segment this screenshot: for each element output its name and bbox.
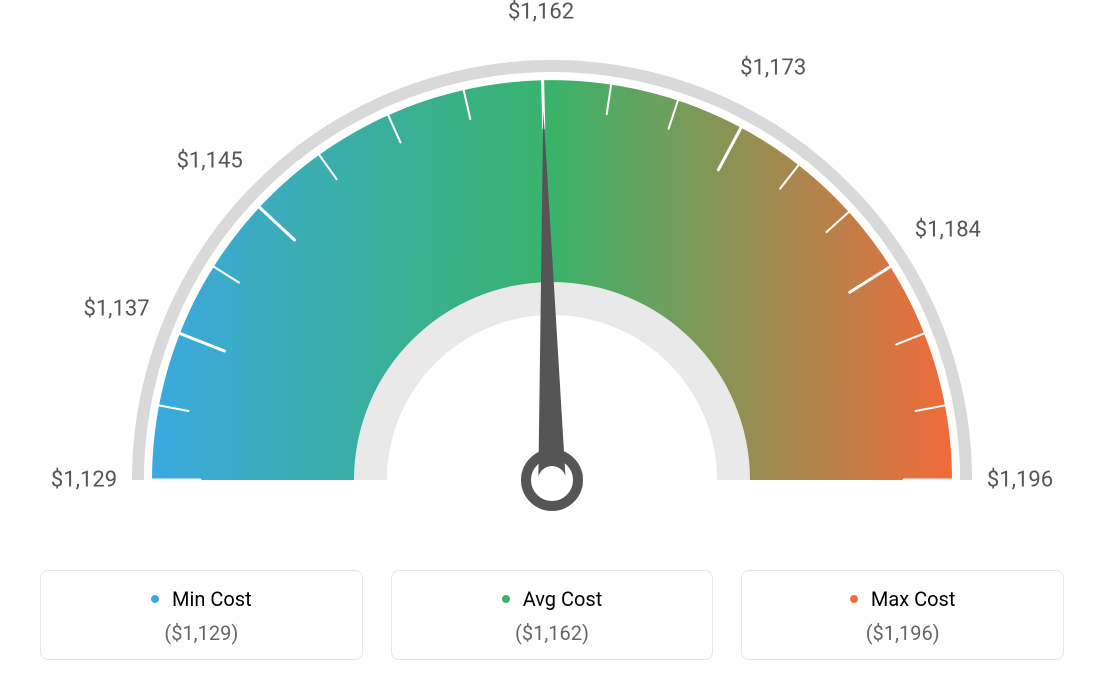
gauge-tick-label: $1,129: [51, 468, 117, 493]
legend-avg-title: Avg Cost: [402, 587, 703, 611]
gauge-tick-label: $1,162: [508, 0, 574, 25]
gauge-tick-label: $1,196: [987, 468, 1053, 493]
legend-row: Min Cost ($1,129) Avg Cost ($1,162) Max …: [40, 570, 1064, 660]
legend-min-card: Min Cost ($1,129): [40, 570, 363, 660]
gauge-tick-label: $1,173: [740, 55, 806, 80]
legend-max-label: Max Cost: [871, 587, 956, 611]
gauge-tick-label: $1,145: [177, 148, 243, 173]
legend-max-card: Max Cost ($1,196): [741, 570, 1064, 660]
gauge-tick-label: $1,184: [915, 218, 981, 243]
legend-min-title: Min Cost: [51, 587, 352, 611]
gauge-svg: [0, 0, 1104, 540]
legend-min-value: ($1,129): [51, 621, 352, 645]
dot-icon: [502, 595, 510, 603]
cost-gauge: $1,129 $1,137 $1,145 $1,162 $1,173 $1,184 $1,1…: [0, 0, 1104, 540]
legend-min-label: Min Cost: [172, 587, 252, 611]
dot-icon: [151, 595, 159, 603]
legend-avg-card: Avg Cost ($1,162): [391, 570, 714, 660]
gauge-tick-label: $1,137: [83, 296, 149, 321]
legend-max-title: Max Cost: [752, 587, 1053, 611]
legend-avg-value: ($1,162): [402, 621, 703, 645]
legend-max-value: ($1,196): [752, 621, 1053, 645]
dot-icon: [850, 595, 858, 603]
legend-avg-label: Avg Cost: [523, 587, 603, 611]
